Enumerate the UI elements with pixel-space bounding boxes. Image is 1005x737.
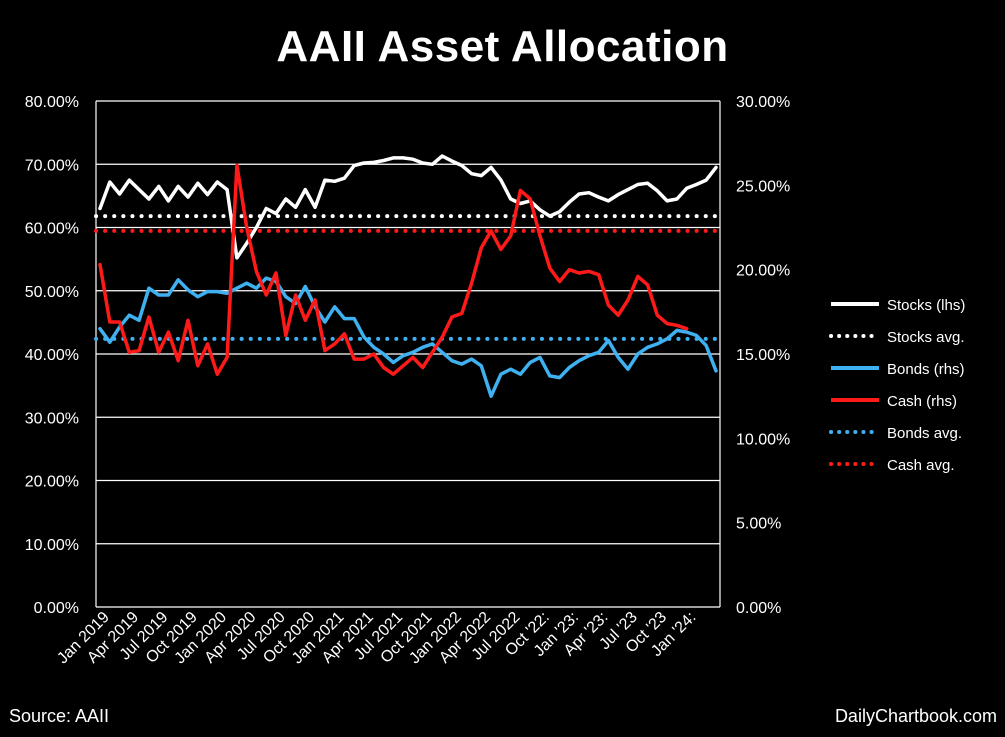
left-tick-label: 50.00% xyxy=(25,284,79,301)
left-tick-label: 70.00% xyxy=(25,157,79,174)
left-tick-label: 80.00% xyxy=(25,94,79,111)
left-tick-label: 20.00% xyxy=(25,474,79,491)
right-tick-label: 5.00% xyxy=(736,516,781,533)
left-tick-label: 60.00% xyxy=(25,221,79,238)
footer-source: Source: AAII xyxy=(9,706,110,726)
legend-label-stocks-lhs: Stocks (lhs) xyxy=(887,297,965,314)
legend-label-cash-avg: Cash avg. xyxy=(887,457,955,474)
series-bonds-rhs-line xyxy=(98,276,718,398)
legend-label-stocks-avg: Stocks avg. xyxy=(887,329,965,346)
left-tick-label: 40.00% xyxy=(25,347,79,364)
series-stocks-lhs-line xyxy=(98,154,718,260)
left-tick-label: 0.00% xyxy=(34,600,79,617)
right-tick-label: 15.00% xyxy=(736,347,790,364)
right-tick-label: 0.00% xyxy=(736,600,781,617)
chart-title: AAII Asset Allocation xyxy=(276,22,729,71)
legend-label-bonds-rhs: Bonds (rhs) xyxy=(887,361,965,378)
series-cash-rhs-line xyxy=(98,163,689,376)
left-tick-label: 30.00% xyxy=(25,410,79,427)
legend-label-bonds-avg: Bonds avg. xyxy=(887,425,962,442)
right-tick-label: 30.00% xyxy=(736,94,790,111)
left-tick-label: 10.00% xyxy=(25,537,79,554)
right-tick-label: 25.00% xyxy=(736,178,790,195)
legend-label-cash-rhs: Cash (rhs) xyxy=(887,393,957,410)
footer-credit: DailyChartbook.com xyxy=(834,706,997,726)
right-tick-label: 10.00% xyxy=(736,431,790,448)
right-tick-label: 20.00% xyxy=(736,263,790,280)
